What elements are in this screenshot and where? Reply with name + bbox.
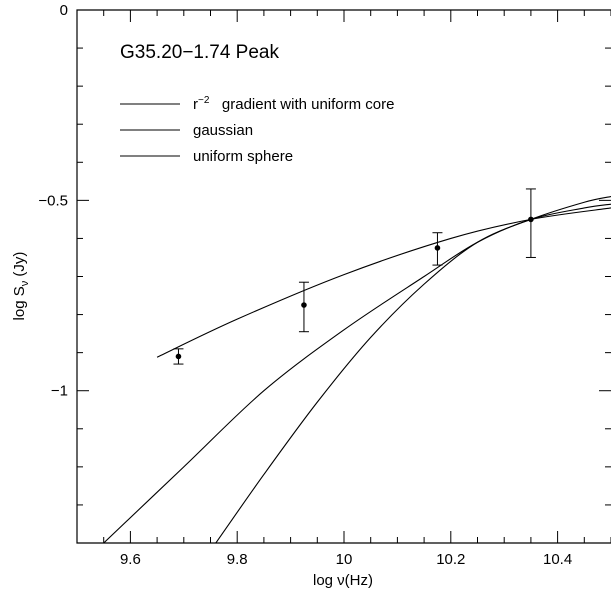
y-tick-label: −1 <box>51 383 68 400</box>
axes: 9.6 9.8 10 10.2 10.4 0 −0.5 −1 <box>38 2 611 568</box>
data-point <box>301 302 307 308</box>
data-point <box>175 353 182 360</box>
legend-entry-text: uniform sphere <box>193 148 293 165</box>
series-line-1 <box>156 207 611 358</box>
legend-entry-3: uniform sphere <box>193 148 293 165</box>
legend: r−2 gradient with uniform core gaussian un… <box>120 95 395 165</box>
y-axis-label-main: log S <box>11 286 28 320</box>
legend-entry-1: r−2 gradient with uniform core <box>193 95 395 113</box>
x-tick-label: 9.8 <box>227 551 248 568</box>
x-axis-label: log ν(Hz) <box>313 572 373 589</box>
data-point <box>434 245 441 251</box>
y-axis-label-units: (Jy) <box>11 252 28 281</box>
y-axis-label-sub: ν <box>19 280 31 286</box>
legend-entry-text: r <box>193 96 198 113</box>
x-tick-label: 9.6 <box>120 551 141 568</box>
x-tick-label: 10 <box>336 551 353 568</box>
legend-entry-superscript: −2 <box>198 95 210 106</box>
legend-entry-text-rest: gradient with uniform core <box>209 96 394 113</box>
chart-title: G35.20−1.74 Peak <box>120 42 279 63</box>
x-tick-label: 10.2 <box>436 551 465 568</box>
series-line-2 <box>103 203 611 543</box>
data-point <box>528 216 534 223</box>
legend-entry-text: gaussian <box>193 122 253 139</box>
y-tick-label: 0 <box>60 2 68 19</box>
data-points <box>173 188 536 365</box>
legend-entry-2: gaussian <box>193 122 253 139</box>
y-tick-label: −0.5 <box>38 192 68 209</box>
plot-frame <box>76 9 611 544</box>
y-axis-label: log Sν (Jy) <box>11 252 31 321</box>
series-line-3 <box>215 196 611 543</box>
model-curves <box>103 196 611 543</box>
x-tick-label: 10.4 <box>543 551 572 568</box>
